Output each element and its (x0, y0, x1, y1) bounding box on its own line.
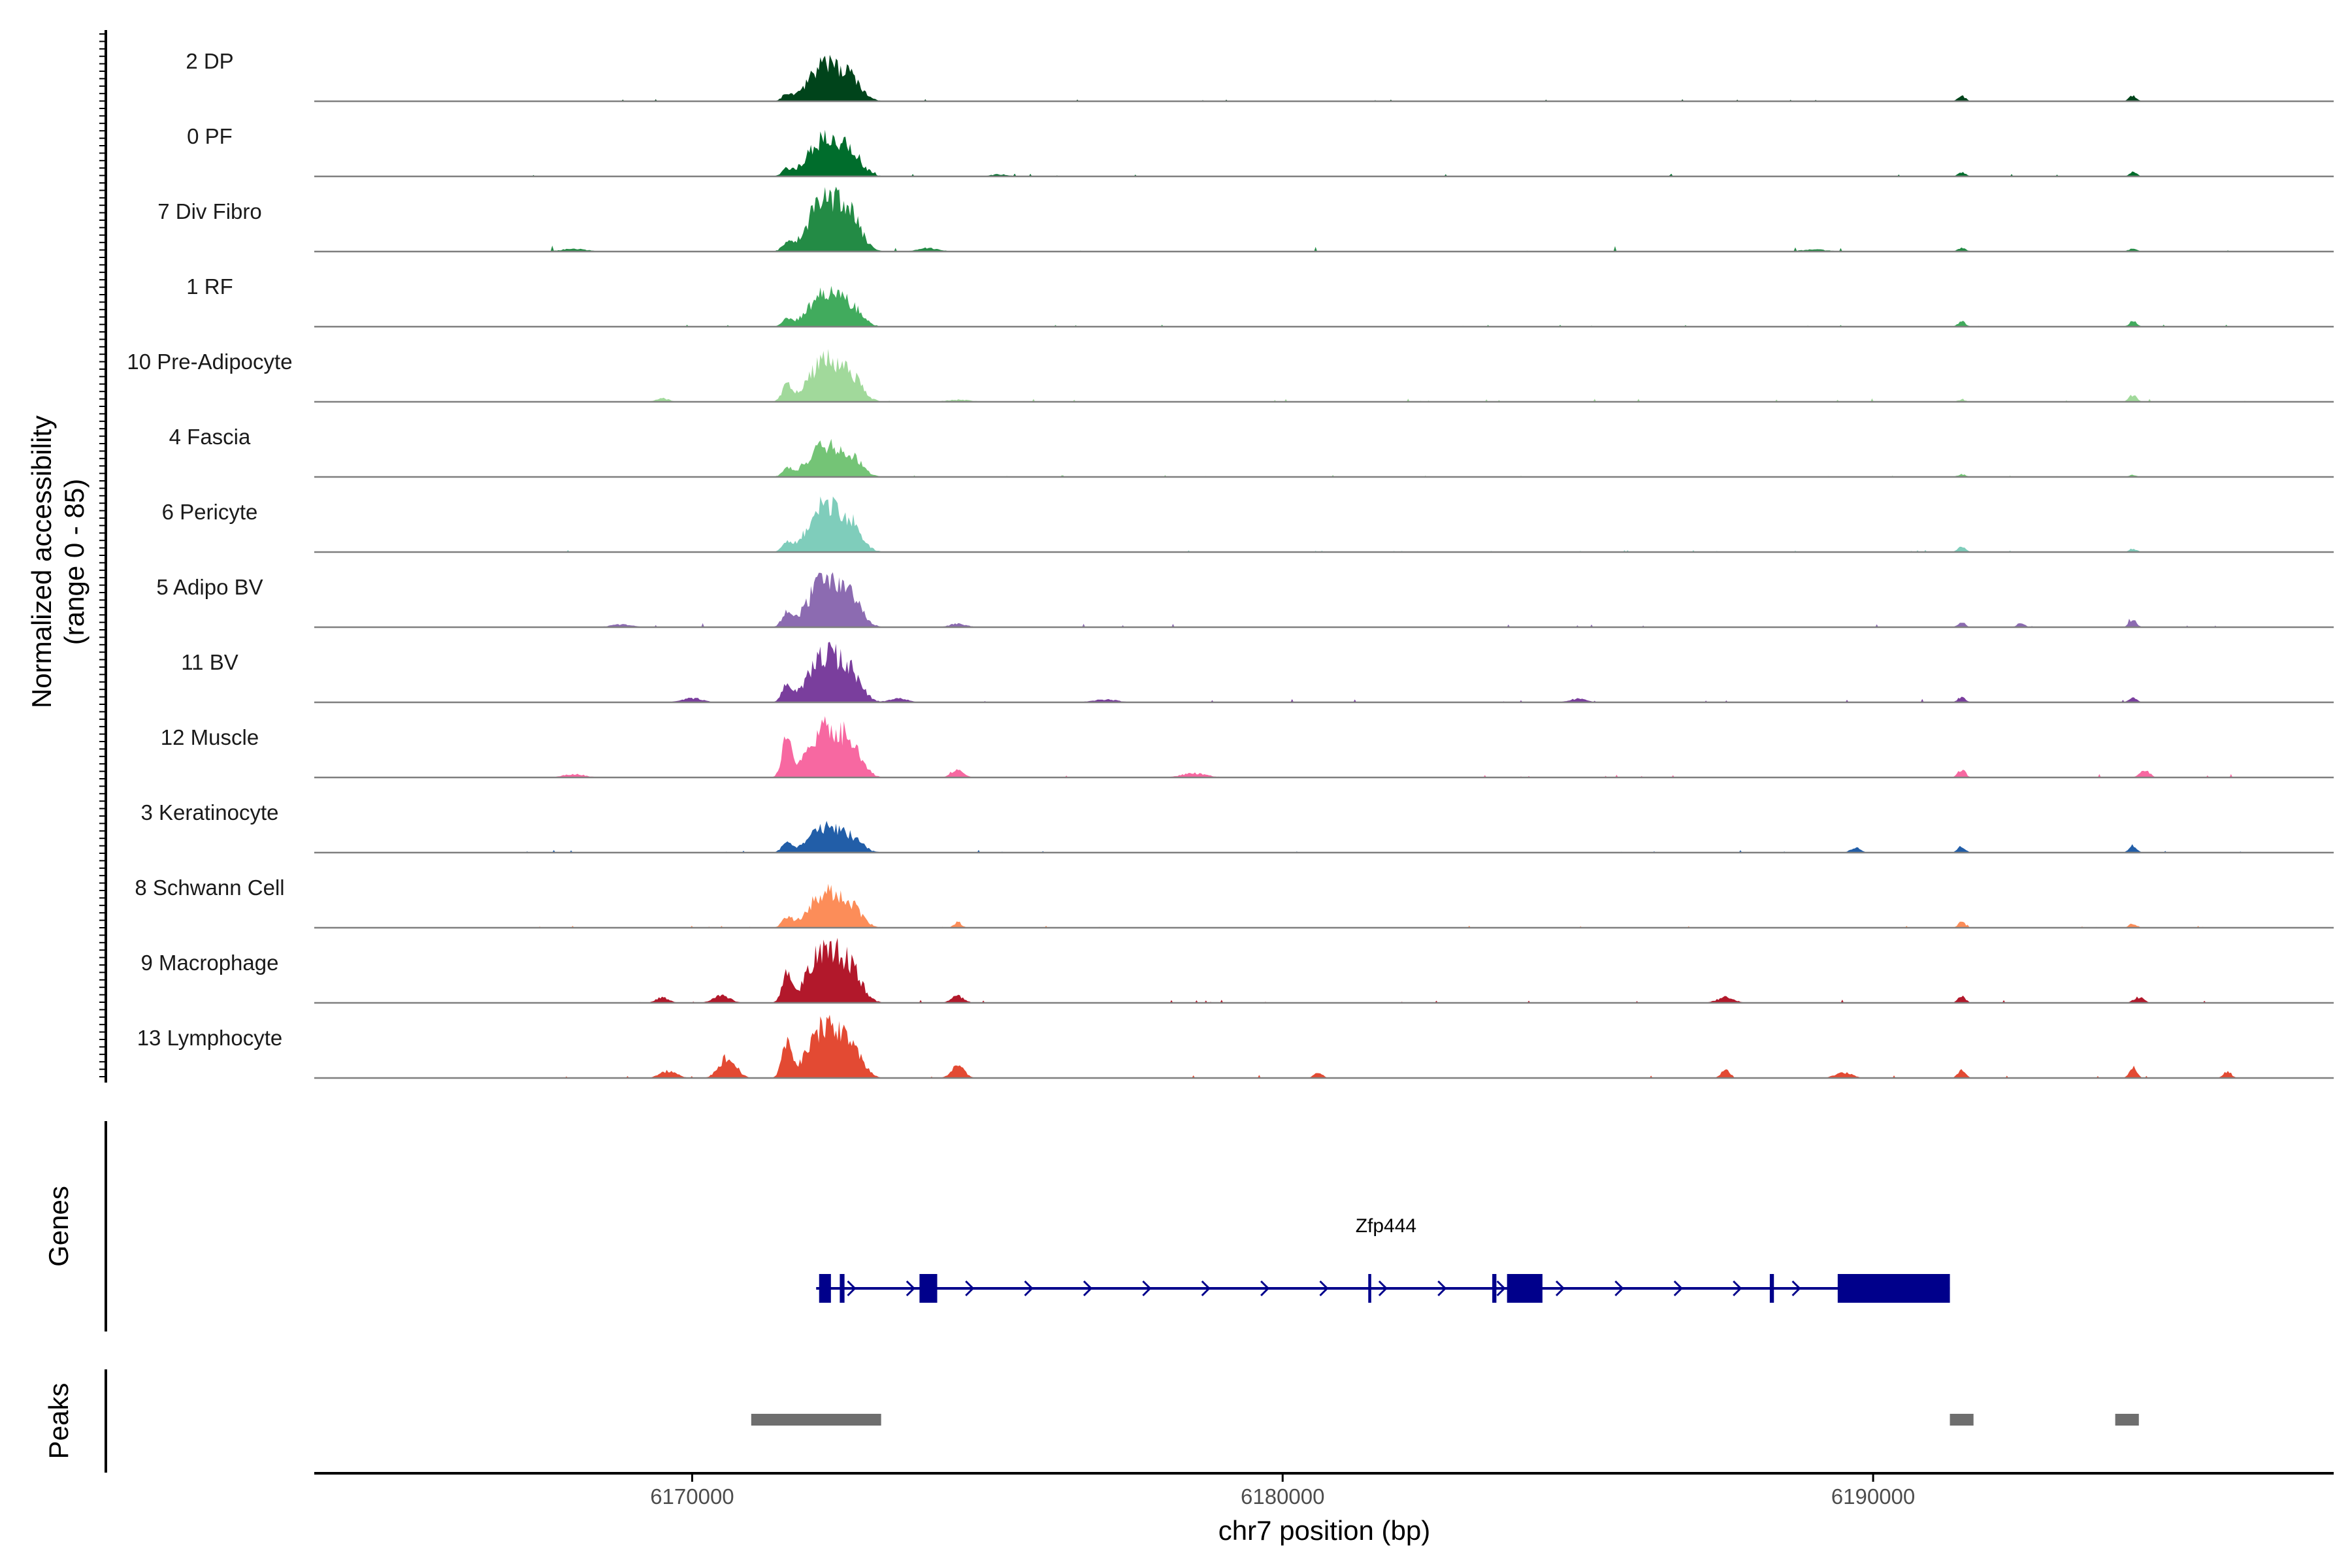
coverage-track: 11 BV (181, 642, 2334, 704)
track-label: 0 PF (187, 124, 233, 148)
track-label: 10 Pre-Adipocyte (127, 350, 292, 374)
track-label: 1 RF (186, 274, 233, 299)
coverage-track: 8 Schwann Cell (135, 875, 2334, 929)
coverage-area (521, 716, 2246, 777)
coverage-track: 9 Macrophage (141, 938, 2334, 1004)
track-label: 9 Macrophage (141, 951, 279, 975)
strand-arrow (1142, 1280, 1152, 1297)
strand-arrow (1733, 1280, 1742, 1297)
strand-arrow (1437, 1280, 1447, 1297)
coverage-track: 10 Pre-Adipocyte (127, 349, 2334, 403)
strand-arrow (1260, 1280, 1270, 1297)
gene-exon (819, 1274, 831, 1303)
coverage-area (521, 349, 2246, 402)
strand-arrow (1496, 1280, 1506, 1297)
coverage-area (521, 1015, 2246, 1078)
coverage-track: 7 Div Fibro (157, 186, 2334, 253)
strand-arrow (1024, 1280, 1034, 1297)
strand-arrow (1319, 1280, 1329, 1297)
track-label: 12 Muscle (161, 725, 259, 749)
track-label: 11 BV (181, 650, 238, 674)
gene-exon (919, 1274, 938, 1303)
peaks-panel-title: Peaks (43, 1383, 74, 1460)
coverage-area (521, 572, 2246, 627)
gene-label: Zfp444 (1356, 1215, 1416, 1237)
coverage-track: 5 Adipo BV (156, 572, 2334, 629)
peak-region (2115, 1414, 2139, 1426)
track-label: 5 Adipo BV (156, 575, 263, 599)
coverage-track: 0 PF (187, 124, 2334, 178)
track-label: 2 DP (186, 49, 233, 73)
coverage-track: 12 Muscle (161, 716, 2334, 779)
strand-arrow (1201, 1280, 1211, 1297)
gene-track (816, 1274, 1950, 1303)
coverage-track: 6 Pericyte (162, 496, 2334, 553)
coverage-area (521, 642, 2246, 702)
track-label: 13 Lymphocyte (137, 1026, 283, 1050)
strand-arrow (1555, 1280, 1565, 1297)
strand-arrow (906, 1280, 915, 1297)
track-label: 3 Keratinocyte (141, 800, 279, 825)
x-tick-label: 6190000 (1831, 1484, 1915, 1509)
coverage-track: 13 Lymphocyte (137, 1015, 2334, 1079)
coverage-track: 1 RF (186, 274, 2334, 328)
coverage-track: 4 Fascia (169, 425, 2334, 478)
gene-exon (840, 1274, 845, 1303)
peak-track (751, 1414, 2139, 1426)
gene-exon (1769, 1274, 1774, 1303)
x-tick-label: 6180000 (1241, 1484, 1324, 1509)
strand-arrow (847, 1280, 857, 1297)
x-tick-label: 6170000 (650, 1484, 734, 1509)
coverage-y-ticks (99, 33, 106, 1077)
coverage-track: 2 DP (186, 49, 2334, 103)
coverage-area (521, 186, 2246, 252)
x-axis-title: chr7 position (bp) (1218, 1515, 1431, 1546)
track-label: 6 Pericyte (162, 500, 258, 524)
strand-arrow (1083, 1280, 1093, 1297)
coverage-area (521, 821, 2246, 853)
strand-arrow (1614, 1280, 1624, 1297)
coverage-area (521, 496, 2246, 552)
genes-panel-title: Genes (43, 1186, 74, 1267)
track-label: 7 Div Fibro (157, 199, 262, 223)
gene-exon (1492, 1274, 1497, 1303)
strand-arrow (965, 1280, 975, 1297)
gene-exon (1837, 1274, 1950, 1303)
y-axis-title: Normalized accessibility (26, 416, 57, 708)
peak-region (1950, 1414, 1974, 1426)
strand-arrow (1378, 1280, 1388, 1297)
strand-arrow (1673, 1280, 1683, 1297)
coverage-area (521, 54, 2246, 101)
gene-exon (1507, 1274, 1543, 1303)
coverage-area (521, 286, 2246, 327)
track-label: 8 Schwann Cell (135, 875, 284, 900)
coverage-track: 3 Keratinocyte (141, 800, 2334, 854)
coverage-area (521, 129, 2246, 176)
gene-exon (1368, 1274, 1371, 1303)
coverage-area (521, 438, 2246, 477)
x-axis-ticks: 6170000 6180000 6190000 (650, 1473, 1915, 1509)
coverage-tracks: 2 DP 0 PF 7 Div Fibro 1 RF 10 Pre-Adipocyte 4… (127, 49, 2334, 1079)
y-axis-range: (range 0 - 85) (59, 479, 90, 645)
coverage-area (521, 883, 2246, 928)
coverage-area (521, 938, 2246, 1003)
track-label: 4 Fascia (169, 425, 251, 449)
strand-arrow (1791, 1280, 1801, 1297)
peak-region (751, 1414, 881, 1426)
